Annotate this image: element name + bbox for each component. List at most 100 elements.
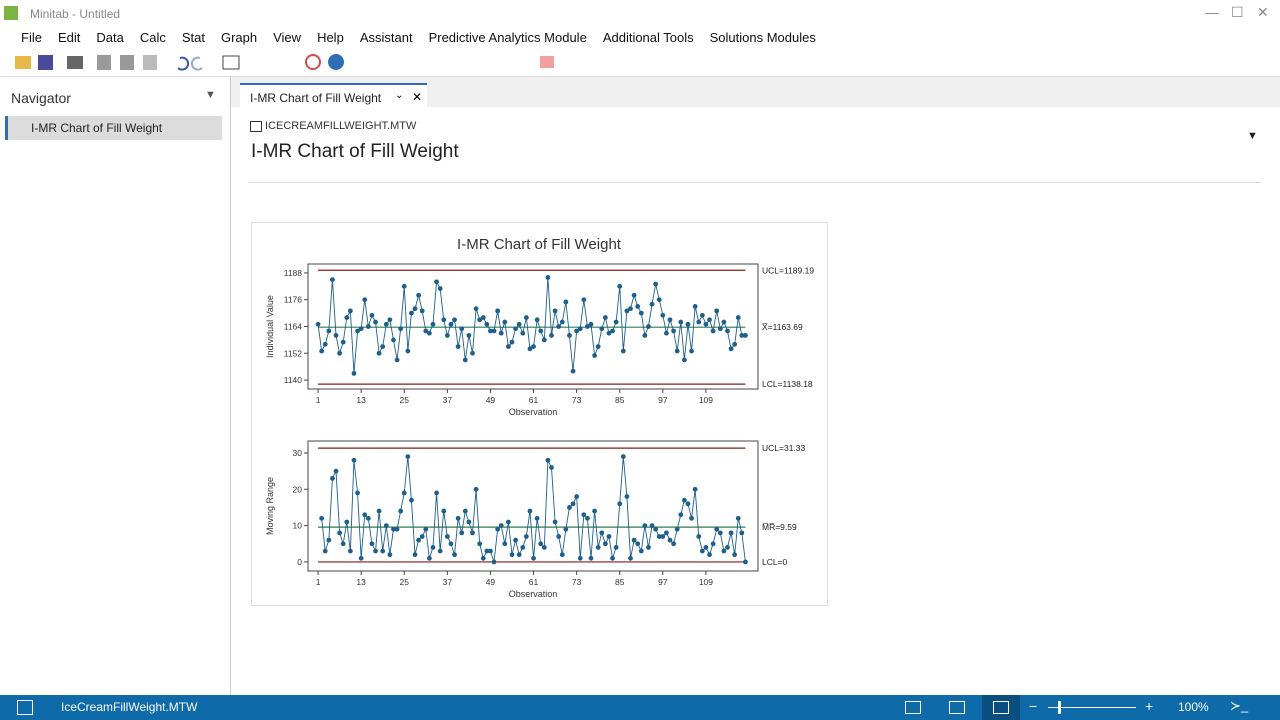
tab-close[interactable]: ✕: [412, 90, 423, 104]
eraser[interactable]: [540, 56, 554, 68]
data-point: [520, 544, 526, 550]
data-point: [685, 321, 691, 327]
paste[interactable]: [143, 55, 157, 70]
menu-item[interactable]: Graph: [220, 30, 258, 45]
menu-item[interactable]: Calc: [139, 30, 166, 45]
menu-item[interactable]: View: [273, 30, 302, 45]
data-point: [624, 308, 630, 314]
data-point: [649, 301, 655, 307]
new-graph[interactable]: [222, 55, 240, 70]
data-point: [656, 534, 662, 539]
minimize[interactable]: —: [1205, 4, 1219, 20]
output-view[interactable]: [982, 695, 1020, 720]
menu-item[interactable]: Help: [317, 30, 344, 45]
zoom-in[interactable]: +: [1145, 698, 1154, 714]
menu-item[interactable]: Assistant: [359, 30, 413, 45]
data-point: [444, 333, 450, 338]
help[interactable]: [328, 54, 344, 70]
control-limit-label: LCL=1138.18: [762, 379, 813, 389]
maximize[interactable]: ☐: [1231, 4, 1244, 20]
data-point: [491, 328, 497, 334]
y-tick-label: 1176: [284, 295, 303, 305]
menu-item[interactable]: Predictive Analytics Module: [428, 30, 587, 45]
panel-toggle[interactable]: [17, 700, 33, 715]
data-point: [391, 337, 396, 343]
data-point: [667, 317, 673, 323]
zoom-out[interactable]: −: [1029, 698, 1038, 714]
data-point: [330, 476, 335, 481]
data-point: [484, 321, 490, 327]
redo[interactable]: [190, 56, 203, 71]
data-point: [531, 344, 536, 349]
data-point: [563, 526, 569, 532]
navigator-title: Navigator: [11, 90, 71, 106]
zoom-thumb[interactable]: [1058, 701, 1061, 714]
grid-view[interactable]: [949, 701, 965, 714]
zoom-slider[interactable]: [1048, 707, 1136, 708]
data-point: [462, 357, 468, 363]
command-line[interactable]: ≻_: [1230, 698, 1249, 713]
data-point: [577, 326, 583, 332]
data-point: [628, 555, 633, 561]
data-point: [502, 541, 508, 547]
worksheet-view[interactable]: [905, 701, 921, 714]
data-point: [509, 552, 515, 558]
data-point: [502, 319, 508, 325]
output-menu[interactable]: ▼: [1247, 130, 1258, 142]
data-point: [577, 555, 583, 561]
tab-dropdown[interactable]: ⌄: [395, 90, 404, 101]
menu-item[interactable]: Data: [96, 30, 124, 45]
navigator-item[interactable]: I-MR Chart of Fill Weight: [5, 116, 222, 140]
menu-item[interactable]: Additional Tools: [602, 30, 694, 45]
data-point: [498, 330, 504, 336]
app-icon: [4, 6, 18, 20]
data-point: [638, 310, 644, 316]
menu-item[interactable]: Stat: [181, 30, 205, 45]
navigator-menu[interactable]: ▼: [205, 89, 216, 101]
worksheet-name: ICECREAMFILLWEIGHT.MTW: [265, 120, 417, 132]
copy[interactable]: [120, 55, 134, 70]
x-tick-label: 97: [658, 395, 668, 405]
open[interactable]: [15, 56, 31, 69]
data-point: [455, 344, 461, 349]
data-point: [595, 344, 601, 349]
data-point: [642, 523, 648, 529]
data-point: [337, 350, 343, 356]
print[interactable]: [67, 56, 83, 69]
data-point: [344, 315, 350, 320]
data-point: [466, 519, 472, 525]
data-point: [387, 552, 393, 558]
menu-item[interactable]: Solutions Modules: [709, 30, 816, 45]
x-tick-label: 97: [658, 577, 668, 587]
data-point: [398, 326, 404, 332]
x-tick-label: 73: [572, 577, 582, 587]
x-axis-label: Observation: [509, 407, 558, 417]
x-tick-label: 85: [615, 577, 625, 587]
data-point: [401, 490, 407, 496]
menu-item[interactable]: Edit: [57, 30, 81, 45]
data-point: [743, 333, 748, 338]
cut[interactable]: [97, 55, 111, 70]
undo[interactable]: [177, 56, 190, 71]
output-pane: [231, 77, 1280, 695]
data-point: [462, 508, 468, 514]
menu-item[interactable]: File: [21, 30, 42, 45]
save[interactable]: [38, 55, 53, 70]
control-limit-label: UCL=1189.19: [762, 265, 814, 275]
tab[interactable]: I-MR Chart of Fill Weight ⌄ ✕: [240, 83, 427, 109]
data-point: [380, 548, 386, 554]
data-point: [671, 541, 677, 547]
data-point: [448, 541, 454, 547]
data-point: [714, 308, 720, 314]
data-point: [419, 308, 425, 314]
data-point: [703, 321, 709, 327]
close[interactable]: ✕: [1257, 4, 1269, 20]
data-point: [426, 555, 432, 561]
data-point: [351, 457, 357, 463]
data-point: [473, 306, 479, 312]
data-point: [599, 530, 605, 536]
cancel[interactable]: [305, 54, 321, 70]
data-point: [480, 315, 486, 320]
toolbar: [0, 48, 1280, 77]
